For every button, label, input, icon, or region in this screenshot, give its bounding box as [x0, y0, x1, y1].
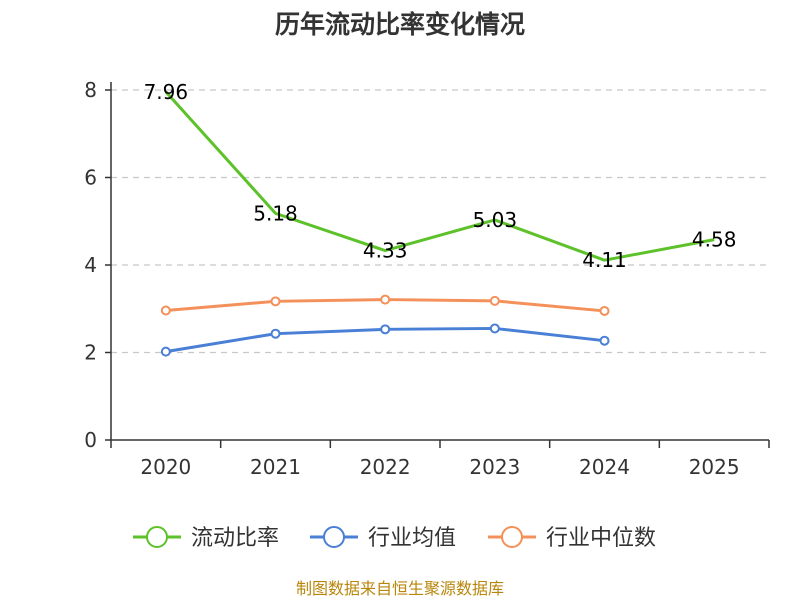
data-point: [489, 295, 500, 306]
data-point: [599, 305, 610, 316]
data-point: [160, 305, 171, 316]
data-label: 4.11: [582, 248, 627, 272]
data-label: 5.18: [253, 201, 298, 225]
x-tick-label: 2025: [689, 455, 740, 479]
x-tick-label: 2022: [360, 455, 411, 479]
legend-label: 流动比率: [191, 526, 279, 551]
y-tick-label: 8: [84, 78, 97, 102]
legend: 流动比率 行业均值 行业中位数: [133, 526, 656, 551]
data-point: [380, 294, 391, 305]
chart-title: 历年流动比率变化情况: [275, 10, 525, 39]
series-lines: [160, 90, 715, 357]
y-tick-label: 2: [84, 341, 97, 365]
data-point: [270, 328, 281, 339]
y-tick-label: 0: [84, 428, 97, 452]
y-tick-label: 4: [84, 253, 97, 277]
data-point: [489, 323, 500, 334]
x-tick-label: 2023: [469, 455, 520, 479]
gridlines: [111, 89, 769, 354]
legend-swatch-marker: [146, 526, 168, 548]
source-note: 制图数据来自恒生聚源数据库: [296, 579, 504, 598]
legend-swatch-marker: [501, 526, 523, 548]
data-label: 5.03: [473, 208, 518, 232]
data-point: [160, 346, 171, 357]
y-tick-label: 6: [84, 166, 97, 190]
x-tick-label: 2021: [250, 455, 301, 479]
axes: 0 2 4 6 8 2020 2021 2022 2023 2024 2025: [84, 78, 770, 479]
data-label: 4.33: [363, 239, 408, 263]
series-line-0: [164, 90, 715, 262]
legend-label: 行业中位数: [546, 526, 656, 551]
data-label: 7.96: [144, 80, 189, 104]
data-labels: 7.96 5.18 4.33 5.03 4.11 4.58: [144, 80, 737, 272]
data-point: [599, 335, 610, 346]
legend-label: 行业均值: [368, 526, 456, 551]
data-label: 4.58: [692, 228, 737, 252]
legend-swatch-marker: [323, 526, 345, 548]
x-tick-label: 2024: [579, 455, 630, 479]
data-point: [270, 296, 281, 307]
x-tick-label: 2020: [140, 455, 191, 479]
data-point: [380, 324, 391, 335]
